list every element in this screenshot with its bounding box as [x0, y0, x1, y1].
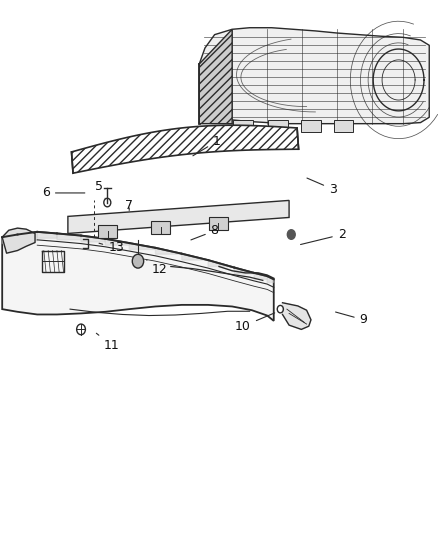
Bar — [98, 225, 117, 238]
Bar — [233, 120, 253, 132]
Polygon shape — [182, 254, 208, 260]
Bar — [301, 120, 321, 132]
Circle shape — [132, 254, 144, 268]
Text: 8: 8 — [191, 224, 219, 240]
Text: 10: 10 — [235, 313, 275, 333]
Polygon shape — [2, 235, 18, 244]
Bar — [334, 120, 353, 132]
Polygon shape — [155, 248, 182, 254]
Polygon shape — [68, 200, 289, 233]
Polygon shape — [71, 125, 299, 173]
Text: 2: 2 — [300, 228, 346, 245]
Text: 1: 1 — [193, 135, 221, 156]
Polygon shape — [105, 239, 129, 245]
Text: 6: 6 — [42, 187, 85, 199]
Text: 5: 5 — [95, 180, 105, 198]
Polygon shape — [81, 236, 105, 242]
Polygon shape — [283, 303, 311, 329]
Text: 12: 12 — [147, 260, 168, 276]
Text: 9: 9 — [336, 312, 367, 326]
Text: 3: 3 — [307, 178, 337, 196]
Polygon shape — [199, 29, 232, 124]
Polygon shape — [18, 232, 37, 241]
Polygon shape — [199, 28, 429, 124]
Bar — [268, 120, 288, 132]
Polygon shape — [267, 276, 274, 282]
Polygon shape — [2, 228, 35, 253]
Text: 11: 11 — [96, 333, 120, 352]
Circle shape — [287, 230, 295, 239]
Text: 7: 7 — [125, 199, 133, 212]
Polygon shape — [254, 273, 267, 279]
Bar — [208, 217, 228, 230]
Polygon shape — [37, 232, 57, 238]
Polygon shape — [234, 268, 254, 274]
Text: 13: 13 — [99, 241, 124, 254]
Polygon shape — [208, 260, 234, 268]
Polygon shape — [2, 232, 274, 321]
Bar — [151, 221, 170, 234]
Polygon shape — [57, 233, 81, 240]
Polygon shape — [129, 243, 155, 249]
